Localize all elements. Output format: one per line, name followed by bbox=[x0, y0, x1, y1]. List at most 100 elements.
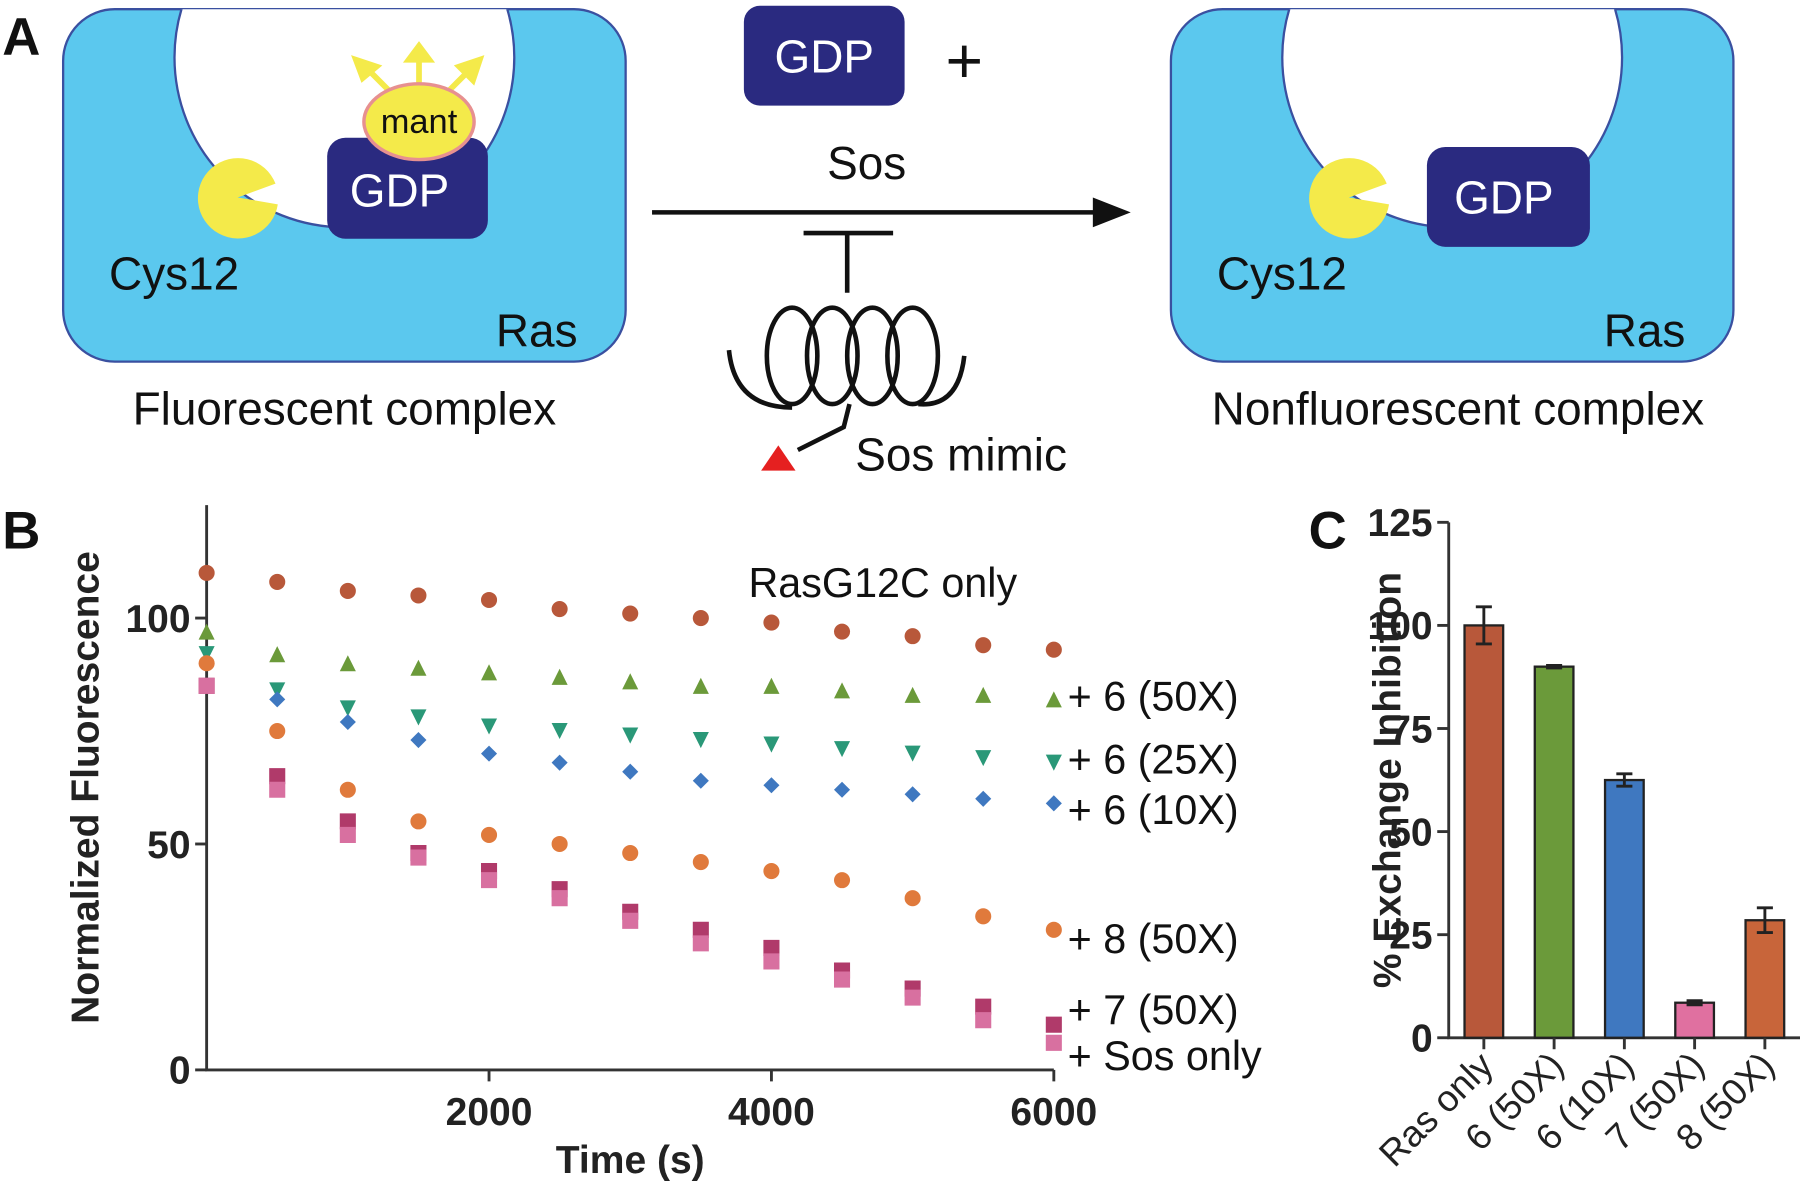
point bbox=[410, 849, 427, 866]
point bbox=[269, 573, 286, 590]
point bbox=[198, 646, 215, 663]
point bbox=[833, 741, 851, 758]
y-tick-label: 0 bbox=[169, 1050, 191, 1093]
point bbox=[339, 655, 356, 672]
point bbox=[692, 772, 709, 789]
point bbox=[763, 614, 780, 631]
point bbox=[339, 781, 356, 798]
y-tick-label: 125 bbox=[1368, 502, 1433, 545]
point bbox=[1045, 921, 1062, 938]
point bbox=[904, 890, 921, 907]
point bbox=[622, 605, 639, 622]
point bbox=[339, 813, 356, 830]
y-tick-label: 75 bbox=[1389, 708, 1432, 751]
series-label: + 6 (10X) bbox=[1068, 787, 1239, 833]
gdp-label: GDP bbox=[350, 165, 449, 217]
point bbox=[410, 587, 427, 604]
point bbox=[339, 826, 356, 843]
cysteine bbox=[197, 158, 278, 239]
point bbox=[763, 777, 780, 794]
point bbox=[339, 582, 356, 599]
point bbox=[833, 971, 851, 988]
x-tick-label: 2000 bbox=[446, 1091, 533, 1134]
point bbox=[198, 564, 215, 581]
point bbox=[339, 713, 356, 731]
point bbox=[975, 998, 992, 1015]
point bbox=[480, 664, 498, 681]
ras-label: Ras bbox=[496, 305, 578, 357]
point bbox=[975, 908, 992, 925]
plus: + bbox=[946, 25, 984, 97]
bar bbox=[1674, 1001, 1716, 1039]
point bbox=[833, 682, 851, 699]
point bbox=[975, 637, 992, 654]
helix bbox=[726, 305, 967, 453]
panel-a: A GDP mant Cys12 Ras Fluorescent complex… bbox=[2, 5, 1735, 481]
point bbox=[480, 826, 498, 843]
warhead bbox=[761, 445, 796, 471]
caption: Nonfluorescent complex bbox=[1212, 383, 1705, 435]
y-tick-label: 50 bbox=[1389, 811, 1432, 854]
point bbox=[1045, 1034, 1062, 1051]
gdp-box bbox=[327, 137, 488, 239]
point bbox=[410, 659, 427, 676]
panel-label: A bbox=[2, 8, 40, 67]
ras-label: Ras bbox=[1604, 305, 1686, 357]
mant-label: mant bbox=[381, 103, 458, 141]
gdp-label: GDP bbox=[1454, 172, 1553, 224]
point bbox=[904, 686, 921, 703]
error-bar bbox=[1616, 772, 1633, 788]
point bbox=[198, 623, 215, 640]
point bbox=[1045, 795, 1062, 812]
point bbox=[480, 745, 498, 762]
point bbox=[692, 921, 709, 938]
point bbox=[975, 790, 992, 807]
bar bbox=[1533, 665, 1575, 1039]
y-axis-title: % Exchange Inhibition bbox=[1367, 572, 1410, 988]
point bbox=[692, 732, 709, 749]
point bbox=[480, 591, 498, 609]
point bbox=[269, 691, 286, 708]
point bbox=[410, 709, 427, 726]
series-label: + 7 (50X) bbox=[1068, 987, 1239, 1033]
arrow-label: Sos bbox=[827, 137, 906, 189]
point bbox=[269, 682, 286, 699]
series-label: RasG12C only bbox=[748, 560, 1017, 606]
series-label: + Sos only bbox=[1068, 1033, 1262, 1079]
arrow-head bbox=[1092, 197, 1131, 228]
point bbox=[904, 628, 921, 645]
point bbox=[622, 763, 639, 780]
point bbox=[551, 754, 568, 771]
panel-label: C bbox=[1309, 502, 1347, 561]
point bbox=[763, 939, 780, 956]
y-tick-label: 50 bbox=[147, 824, 190, 867]
x-tick-label: 6000 bbox=[1010, 1091, 1097, 1134]
point bbox=[198, 677, 215, 694]
point bbox=[551, 668, 568, 685]
point bbox=[410, 813, 427, 830]
error-bar bbox=[1686, 999, 1703, 1007]
gdp-box bbox=[743, 5, 905, 106]
point bbox=[975, 1012, 992, 1029]
point bbox=[269, 768, 286, 785]
gdp-label: GDP bbox=[774, 30, 873, 82]
point bbox=[904, 786, 921, 803]
point bbox=[692, 610, 709, 627]
y-tick-label: 100 bbox=[125, 598, 190, 641]
caption: Fluorescent complex bbox=[133, 383, 557, 435]
point bbox=[692, 677, 709, 694]
gdp-box bbox=[1426, 146, 1590, 247]
point bbox=[833, 623, 851, 640]
point bbox=[1045, 754, 1062, 771]
point bbox=[269, 781, 286, 798]
point bbox=[692, 935, 709, 952]
series-label: + 6 (25X) bbox=[1068, 737, 1239, 783]
point bbox=[975, 750, 992, 767]
fluorescence-arrows bbox=[351, 41, 485, 94]
mimic-label: Sos mimic bbox=[855, 429, 1067, 481]
point bbox=[622, 912, 639, 929]
error-bar bbox=[1475, 605, 1492, 646]
point bbox=[551, 890, 568, 907]
cys-label: Cys12 bbox=[1217, 247, 1347, 299]
